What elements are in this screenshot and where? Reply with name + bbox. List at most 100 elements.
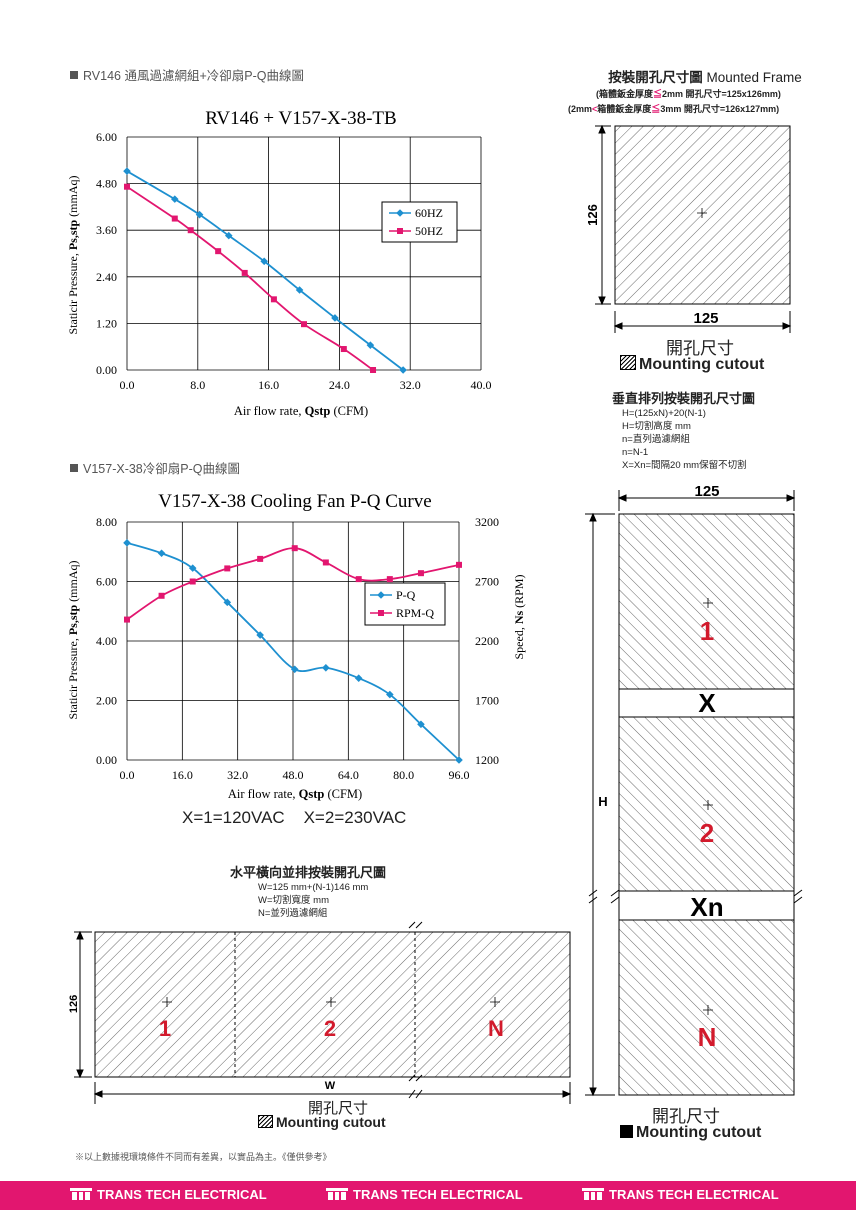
chart2-title: V157-X-38 Cooling Fan P-Q Curve bbox=[158, 491, 431, 512]
data-point-60HZ bbox=[170, 195, 179, 203]
y-tick-label: 6.00 bbox=[96, 575, 117, 589]
data-point-P-Q bbox=[386, 690, 394, 699]
data-point-60HZ bbox=[123, 167, 131, 175]
y-tick-label: 8.00 bbox=[96, 515, 117, 529]
chart1: RV146 + V157-X-38-TB 0.00 1.20 2.40 3.60 4.8… bbox=[66, 108, 492, 418]
footer-brand-1: TRANS TECH ELECTRICAL bbox=[70, 1187, 267, 1202]
x-tick-label: 96.0 bbox=[449, 768, 470, 782]
chart1-grid bbox=[126, 136, 482, 371]
data-point-RPM-Q bbox=[189, 578, 196, 585]
data-point-RPM-Q bbox=[386, 576, 393, 583]
data-point-50HZ bbox=[187, 227, 194, 234]
horizontal-cut-label-cn: 開孔尺寸 bbox=[308, 1100, 369, 1117]
legend-label-RPM-Q: RPM-Q bbox=[396, 606, 434, 620]
chart2-y-ticks: 0.00 2.00 4.00 6.00 8.00 bbox=[96, 515, 117, 767]
legend-label-60HZ: 60HZ bbox=[415, 206, 443, 220]
horizontal-title: 水平橫向並排按裝開孔尺圖 bbox=[230, 865, 387, 880]
frame-spec-1: (箱體鈑金厚度≦2mm 開孔尺寸=125x126mm) bbox=[596, 89, 781, 99]
data-point-P-Q bbox=[223, 598, 232, 607]
series-line-50HZ bbox=[126, 185, 374, 371]
x-tick-label: 32.0 bbox=[400, 378, 421, 392]
horizontal-cut-label: Mounting cutout bbox=[258, 1114, 386, 1130]
data-point-P-Q bbox=[354, 674, 363, 682]
y2-tick-label: 1200 bbox=[475, 753, 499, 767]
y-tick-label: 4.00 bbox=[96, 634, 117, 648]
data-point-50HZ bbox=[124, 183, 130, 190]
chart1-x-ticks: 0.0 8.0 16.0 24.0 32.0 40.0 bbox=[120, 378, 492, 392]
data-point-50HZ bbox=[301, 321, 307, 328]
chart1-y-axis-label: Staticir Pressure, Ps,stp (mmAq) bbox=[66, 175, 80, 334]
y2-tick-label: 3200 bbox=[475, 515, 499, 529]
y2-tick-label: 2700 bbox=[475, 575, 499, 589]
data-point-50HZ bbox=[270, 296, 277, 303]
chart2-x-axis-label: Air flow rate, Qstp (CFM) bbox=[228, 787, 362, 801]
frame-cut-label-cn: 開孔尺寸 bbox=[666, 339, 734, 358]
y-tick-label: 2.00 bbox=[96, 694, 117, 708]
data-point-60HZ bbox=[331, 314, 339, 322]
vertical-cutout-diagram: 125 1 X 2 Xn N H bbox=[585, 483, 803, 1097]
data-point-RPM-Q bbox=[322, 559, 329, 566]
vertical-cut-label-cn: 開孔尺寸 bbox=[652, 1107, 720, 1126]
data-point-RPM-Q bbox=[355, 576, 362, 583]
y-tick-label: 1.20 bbox=[96, 316, 117, 330]
footer-brand-3: TRANS TECH ELECTRICAL bbox=[582, 1187, 779, 1202]
chart2-x-ticks: 0.0 16.0 32.0 48.0 64.0 80.0 96.0 bbox=[120, 768, 470, 782]
legend-marker bbox=[397, 228, 403, 234]
data-point-RPM-Q bbox=[158, 592, 165, 599]
series-line-60HZ bbox=[126, 170, 404, 371]
horizontal-cutout-diagram: 1 2 N 126 W bbox=[68, 921, 572, 1104]
chart2-section-title: V157-X-38冷卻扇P-Q曲線圖 bbox=[70, 458, 240, 477]
data-point-50HZ bbox=[340, 346, 347, 353]
data-point-RPM-Q bbox=[257, 555, 264, 562]
chart2-y2-axis-label: Speed, Ns (RPM) bbox=[512, 574, 526, 659]
data-point-60HZ bbox=[260, 257, 268, 266]
legend-marker bbox=[378, 610, 384, 616]
data-point-50HZ bbox=[370, 367, 377, 373]
vertical-gap-label-x: X bbox=[698, 688, 716, 718]
data-point-50HZ bbox=[171, 215, 178, 222]
chart1-series bbox=[123, 167, 407, 374]
voltage-note: X=1=120VAC X=2=230VAC bbox=[182, 808, 407, 827]
horizontal-label-1: 1 bbox=[159, 1016, 171, 1041]
horizontal-cutout-area bbox=[94, 931, 571, 1078]
hatch-swatch-icon bbox=[258, 1115, 273, 1128]
chart1-y-ticks: 0.00 1.20 2.40 3.60 4.80 6.00 bbox=[96, 130, 117, 377]
chart1-section-title: RV146 通風過濾網組+冷卻扇P-Q曲線圖 bbox=[70, 65, 304, 84]
data-point-50HZ bbox=[215, 248, 222, 255]
frame-cutout-area bbox=[614, 125, 791, 305]
x-tick-label: 8.0 bbox=[190, 378, 205, 392]
frame-spec-2: (2mm<箱體鈑金厚度≦3mm 開孔尺寸=126x127mm) bbox=[568, 104, 780, 114]
solid-square-icon bbox=[620, 1125, 633, 1138]
chart1-x-axis-label: Air flow rate, Qstp (CFM) bbox=[234, 404, 368, 418]
disclaimer: ※以上數據視環境條件不同而有差異，以實品為主。《僅供參考》 bbox=[75, 1152, 332, 1162]
frame-cutout-diagram: 126 125 bbox=[585, 124, 792, 333]
horizontal-label-n: N bbox=[488, 1016, 504, 1041]
chart2-legend: P-Q RPM-Q bbox=[364, 582, 446, 626]
chart2-series bbox=[123, 539, 463, 764]
data-point-P-Q bbox=[123, 539, 131, 547]
frame-dim-w: 125 bbox=[693, 310, 718, 327]
chart2-y-axis-label: Staticir Pressure, Ps,stp (mmAq) bbox=[66, 560, 80, 719]
data-point-60HZ bbox=[399, 366, 407, 374]
horizontal-dim-w: W bbox=[325, 1080, 336, 1092]
vertical-block-n bbox=[618, 919, 795, 1096]
vertical-cut-label: Mounting cutout bbox=[620, 1124, 761, 1142]
x-tick-label: 0.0 bbox=[120, 378, 135, 392]
x-tick-label: 24.0 bbox=[329, 378, 350, 392]
vertical-block-2 bbox=[618, 716, 795, 892]
data-point-RPM-Q bbox=[291, 545, 298, 552]
chart2-grid bbox=[126, 521, 460, 761]
frame-dim-h: 126 bbox=[585, 204, 600, 226]
vertical-gap-label-xn: Xn bbox=[690, 892, 723, 922]
y-tick-label: 3.60 bbox=[96, 223, 117, 237]
y-tick-label: 0.00 bbox=[96, 363, 117, 377]
y2-tick-label: 2200 bbox=[475, 634, 499, 648]
footer: TRANS TECH ELECTRICAL TRANS TECH ELECTRI… bbox=[0, 1181, 856, 1210]
brand-logo-icon bbox=[70, 1188, 92, 1200]
data-point-P-Q bbox=[290, 665, 299, 674]
brand-logo-icon bbox=[582, 1188, 604, 1200]
data-point-RPM-Q bbox=[124, 616, 130, 623]
hatch-swatch-icon bbox=[620, 355, 636, 370]
x-tick-label: 80.0 bbox=[393, 768, 414, 782]
horizontal-formula: W=125 mm+(N-1)146 mm W=切割寬度 mm N=並列過濾網組 bbox=[258, 882, 369, 919]
